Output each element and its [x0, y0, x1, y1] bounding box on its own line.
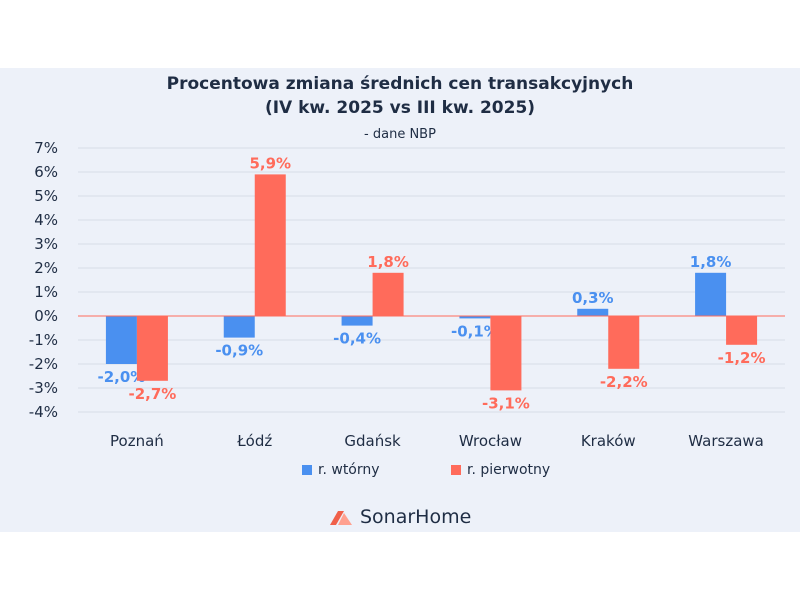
x-tick-label: Warszawa: [688, 432, 764, 450]
data-label: -2,0%: [98, 368, 146, 386]
x-tick-label: Wrocław: [459, 432, 522, 450]
bar-wtorny: [223, 316, 255, 338]
bar-pierwotny: [490, 316, 522, 391]
legend-label: r. wtórny: [318, 462, 380, 478]
y-tick-label: 7%: [34, 139, 58, 157]
bar-wtorny: [459, 316, 491, 319]
legend-item-pierwotny: r. pierwotny: [451, 462, 550, 478]
data-label: -0,1%: [451, 322, 499, 340]
legend-label: r. pierwotny: [467, 462, 551, 478]
legend-swatch: [302, 465, 312, 475]
x-tick-label: Poznań: [110, 432, 164, 450]
y-tick-label: -4%: [29, 403, 58, 421]
chart-title-line2: (IV kw. 2025 vs III kw. 2025): [264, 98, 536, 118]
y-tick-label: 4%: [34, 211, 58, 229]
data-label: -0,4%: [333, 330, 381, 348]
bar-pierwotny: [608, 316, 640, 369]
bar-pierwotny: [372, 272, 404, 316]
legend-swatch: [451, 465, 461, 475]
bar-wtorny: [695, 272, 727, 316]
y-tick-label: 5%: [34, 187, 58, 205]
data-label: 5,9%: [249, 154, 291, 172]
bar-wtorny: [577, 308, 609, 316]
y-tick-label: 1%: [34, 283, 58, 301]
y-tick-label: 0%: [34, 307, 58, 325]
y-tick-label: 2%: [34, 259, 58, 277]
y-tick-label: 3%: [34, 235, 58, 253]
y-tick-label: 6%: [34, 163, 58, 181]
legend-item-wtorny: r. wtórny: [302, 462, 380, 478]
bar-pierwotny: [136, 316, 168, 381]
data-label: -2,2%: [600, 373, 648, 391]
data-label: 1,8%: [690, 253, 732, 271]
y-tick-label: -2%: [29, 355, 58, 373]
sonarhome-logo: SonarHome: [330, 506, 471, 528]
data-label: -1,2%: [718, 349, 766, 367]
bar-wtorny: [341, 316, 373, 326]
bar-wtorny: [105, 316, 137, 364]
y-tick-label: -1%: [29, 331, 58, 349]
data-label: 0,3%: [572, 289, 614, 307]
chart-subtitle: - dane NBP: [364, 127, 436, 142]
bar-pierwotny: [254, 174, 286, 316]
data-label: 1,8%: [367, 253, 409, 271]
x-tick-label: Łódź: [236, 432, 272, 450]
data-label: -2,7%: [129, 385, 177, 403]
x-tick-label: Kraków: [581, 432, 636, 450]
x-tick-label: Gdańsk: [344, 432, 401, 450]
y-tick-label: -3%: [29, 379, 58, 397]
data-label: -3,1%: [482, 394, 530, 412]
brand-name: SonarHome: [360, 506, 472, 528]
house-logo-icon: [330, 511, 352, 525]
bar-pierwotny: [726, 316, 758, 345]
chart-title: Procentowa zmiana średnich cen transakcy…: [166, 74, 634, 94]
data-label: -0,9%: [215, 342, 263, 360]
